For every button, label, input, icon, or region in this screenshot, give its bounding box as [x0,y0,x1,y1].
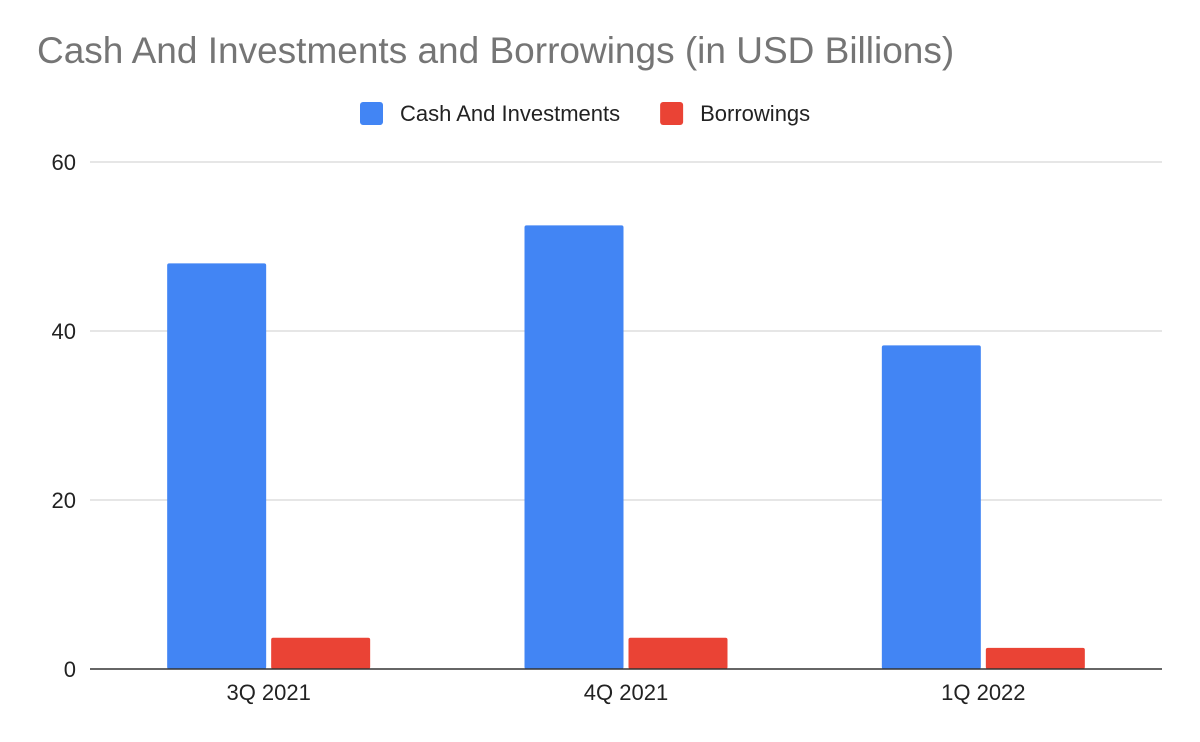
bar-borrowings-3q-2021 [271,637,371,669]
bar-borrowings-1q-2022 [985,647,1085,669]
bar-cash-and-investments-4q-2021 [524,225,624,669]
legend-swatch-cash-and-investments [360,102,383,125]
legend-label-cash-and-investments: Cash And Investments [400,101,620,126]
legend: Cash And Investments Borrowings [360,101,810,126]
bar-cash-and-investments-1q-2022 [881,345,981,669]
bars [90,225,1162,670]
y-tick-label-20: 20 [52,488,76,513]
legend-label-borrowings: Borrowings [700,101,810,126]
x-axis: 3Q 2021 4Q 2021 1Q 2022 [226,680,1025,705]
y-tick-label-0: 0 [64,657,76,682]
x-tick-label-1q-2022: 1Q 2022 [941,680,1025,705]
x-tick-label-3q-2021: 3Q 2021 [226,680,310,705]
chart-title: Cash And Investments and Borrowings (in … [37,30,955,71]
y-tick-label-60: 60 [52,150,76,175]
legend-swatch-borrowings [660,102,684,125]
gridlines [90,161,1162,501]
y-tick-label-40: 40 [52,319,76,344]
bar-borrowings-4q-2021 [628,637,728,669]
x-tick-label-4q-2021: 4Q 2021 [584,680,668,705]
bar-cash-and-investments-3q-2021 [167,263,267,669]
y-axis: 0 20 40 60 [52,150,76,682]
